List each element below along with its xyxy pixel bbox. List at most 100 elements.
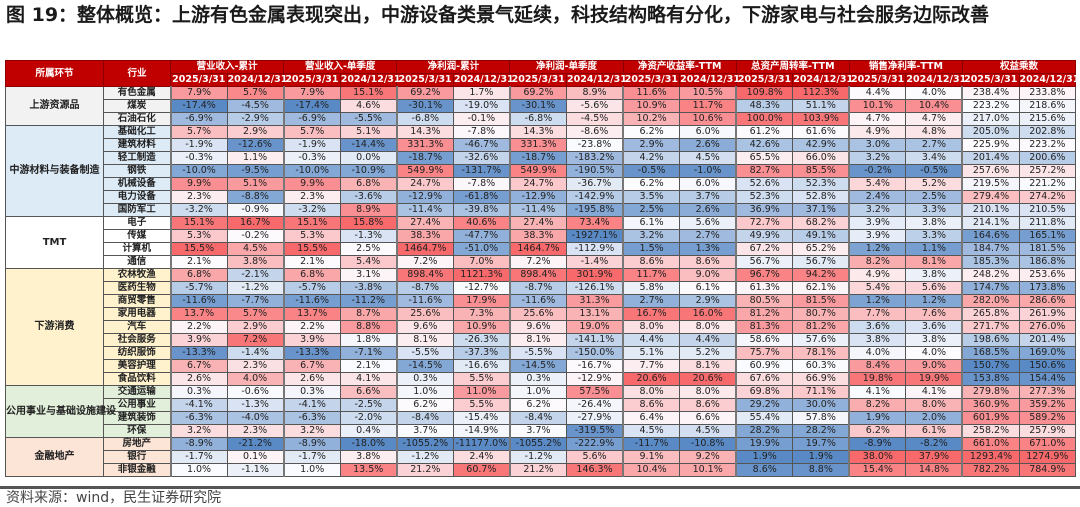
value-cell: 261.9% [1018,307,1077,321]
value-cell: -18.7% [508,151,567,165]
value-cell: -4.1% [169,398,228,412]
value-cell: 6.8% [339,177,398,191]
industry-cell: 国防军工 [103,203,171,217]
value-cell: 3.8% [339,450,398,464]
value-cell: 215.6% [1018,112,1077,126]
value-cell: 5.6% [679,216,737,230]
value-cell: 8.1% [905,255,963,269]
value-cell: 282.0% [961,294,1020,308]
value-cell: -6.8% [508,112,567,126]
value-cell: 279.4% [961,190,1020,204]
table-row: 石油石化 -6.9% -2.9% -6.9% -5.5% -6.8% -0.1% -6.8% -… [6,112,1077,126]
value-cell: 1.9% [848,411,907,425]
value-cell: 60.3% [792,359,850,373]
value-cell: 2.6% [282,372,341,386]
source-note: 资料来源：wind，民生证券研究院 [6,490,222,506]
value-cell: 3.9% [282,333,341,347]
value-cell: 8.0% [679,385,737,399]
value-cell: 9.6% [508,320,567,334]
value-cell: 65.2% [792,242,850,256]
value-cell: 4.4% [622,333,681,347]
value-cell: 49.1% [792,229,850,243]
value-cell: 19.7% [792,437,850,451]
value-cell: -190.5% [565,164,624,178]
value-cell: 8.1% [508,333,567,347]
industry-cell: 美容护理 [103,359,171,373]
value-cell: 150.6% [1018,359,1077,373]
value-cell: 225.9% [961,138,1020,152]
value-cell: 100.0% [735,112,794,126]
value-cell: 5.8% [622,281,681,295]
value-cell: 9.2% [679,450,737,464]
header-metric: 净利润-累计 [396,60,511,74]
value-cell: 181.5% [1018,242,1077,256]
value-cell: 3.8% [905,333,963,347]
value-cell: -11.6% [508,294,567,308]
value-cell: 6.2% [508,398,567,412]
value-cell: 4.0% [905,86,963,100]
value-cell: 8.4% [848,359,907,373]
value-cell: 150.7% [961,359,1020,373]
value-cell: 2.9% [622,138,681,152]
industry-cell: 食品饮料 [103,372,171,386]
table-row: 金融地产 房地产 -8.9% -21.2% -8.9% -18.0% -1055.2% -11… [5,437,1077,477]
value-cell: 6.8% [169,268,228,282]
value-cell: 57.8% [792,411,850,425]
header-date: 2024/12/31 [905,73,967,87]
value-cell: -1.7% [282,450,341,464]
header-stage: 所属环节 [5,60,104,87]
header-date: 2025/3/31 [961,73,1020,87]
header-date: 2025/3/31 [848,73,907,87]
value-cell: 7.2% [226,333,285,347]
table-row: 建筑材料 -1.9% -12.6% -1.9% -14.4% 331.3% -46.7% 33… [6,138,1077,152]
value-cell: -1.4% [565,255,624,269]
value-cell: 7.2% [508,255,567,269]
value-cell: -30.1% [508,99,567,113]
value-cell: -11.4% [395,203,454,217]
value-cell: 4.1% [905,385,963,399]
value-cell: -112.9% [565,242,624,256]
value-cell: 211.8% [1018,216,1077,230]
header-date: 2025/3/31 [396,73,454,87]
value-cell: -1927.1% [565,229,624,243]
value-cell: 233.8% [1018,86,1077,100]
value-cell: 2.2% [169,320,228,334]
value-cell: 2.5% [622,203,681,217]
value-cell: 549.9% [395,164,454,178]
value-cell: 185.3% [961,255,1020,269]
value-cell: 1293.4% [961,450,1020,464]
value-cell: -183.2% [565,151,624,165]
stage-cell: 中游材料与装备制造 [5,125,104,217]
value-cell: 2.4% [452,450,511,464]
table-row: 环保 3.2% 2.3% 3.2% 0.4% 3.7% -14.9% 3.7% -319.5% 4… [6,424,1077,438]
value-cell: 0.4% [339,424,398,438]
value-cell: -222.9% [565,437,624,451]
value-cell: -12.9% [508,190,567,204]
value-cell: -7.8% [452,125,511,139]
value-cell: 589.2% [1018,411,1077,425]
value-cell: -8.2% [905,437,963,451]
value-cell: -26.4% [565,398,624,412]
value-cell: -11177.0% [452,437,511,451]
value-cell: 52.3% [735,190,794,204]
value-cell: -27.9% [565,411,624,425]
value-cell: -12.7% [452,281,511,295]
value-cell: 661.0% [961,437,1020,451]
value-cell: 10.4% [622,463,681,477]
value-cell: -5.7% [169,281,228,295]
value-cell: 2.3% [169,190,228,204]
value-cell: 81.2% [735,307,794,321]
value-cell: 1.9% [735,450,794,464]
value-cell: 2.7% [622,294,681,308]
value-cell: 81.3% [735,320,794,334]
value-cell: -10.8% [679,437,737,451]
value-cell: 61.2% [735,125,794,139]
value-cell: -13.3% [282,346,341,360]
value-cell: 2.5% [905,190,963,204]
value-cell: 8.9% [339,203,398,217]
industry-cell: 农林牧渔 [103,268,171,282]
table-row: 家用电器 13.7% 5.7% 13.7% 8.7% 25.6% 7.3% 25.6% 13.1… [6,307,1077,321]
value-cell: -10.9% [339,164,398,178]
value-cell: 37.1% [792,203,850,217]
value-cell: 217.0% [961,112,1020,126]
